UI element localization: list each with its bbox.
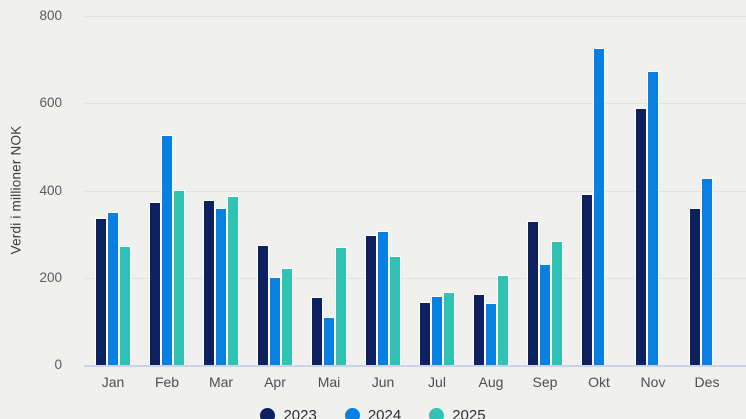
- bar-2023-okt: [581, 194, 593, 365]
- bar-group-apr: [248, 16, 302, 365]
- bar-2023-mar: [203, 200, 215, 365]
- bar-2024-jan: [107, 212, 119, 365]
- bar-2025-jun: [389, 255, 401, 365]
- x-tick-label-feb: Feb: [154, 374, 180, 390]
- legend-label-2025: 2025: [452, 407, 486, 419]
- bar-2023-aug: [473, 293, 485, 365]
- x-axis-line: [84, 365, 746, 367]
- gridline-200: [84, 277, 746, 279]
- bar-2023-apr: [257, 245, 269, 365]
- bar-group-jul: [410, 16, 464, 365]
- bar-2024-mar: [215, 207, 227, 365]
- legend-item-2025[interactable]: 2025: [429, 406, 486, 419]
- y-tick-label-600: 600: [39, 95, 62, 111]
- x-tick-label-jul: Jul: [428, 374, 446, 390]
- bar-2024-des: [701, 178, 713, 365]
- legend-dot-2023: [260, 408, 276, 419]
- legend: 2023 2024 2025: [0, 406, 746, 419]
- bar-2024-jun: [377, 230, 389, 365]
- x-tick-label-jun: Jun: [371, 374, 395, 390]
- gridline-800: [84, 16, 746, 17]
- legend-dot-2024: [344, 408, 360, 419]
- bar-2024-sep: [539, 263, 551, 365]
- y-tick-label-200: 200: [39, 269, 62, 285]
- y-tick-label-0: 0: [54, 357, 62, 372]
- bar-2023-jul: [419, 302, 431, 365]
- bar-2024-aug: [485, 303, 497, 365]
- bar-2023-des: [689, 208, 701, 365]
- bar-2024-jul: [431, 295, 443, 365]
- bar-2025-feb: [173, 189, 185, 365]
- x-tick-label-aug: Aug: [478, 374, 504, 390]
- bar-group-feb: [140, 16, 194, 365]
- bar-2025-aug: [497, 274, 509, 365]
- y-tick-label-800: 800: [39, 8, 62, 23]
- bars-area: [86, 16, 734, 365]
- bar-2025-apr: [281, 268, 293, 365]
- bar-2023-jan: [95, 217, 107, 365]
- bar-2025-mar: [227, 196, 239, 365]
- legend-item-2024[interactable]: 2024: [344, 406, 402, 419]
- x-axis-labels: Jan Feb Mar Apr Mai Jun Jul Aug Sep Okt Nov Des: [86, 374, 734, 390]
- bar-group-aug: [464, 16, 518, 365]
- bar-2025-sep: [551, 240, 563, 365]
- y-tick-label-400: 400: [39, 182, 62, 198]
- bar-group-des: [680, 16, 734, 365]
- x-tick-label-apr: Apr: [264, 374, 286, 390]
- x-tick-label-mar: Mar: [208, 374, 234, 390]
- bar-group-mai: [302, 16, 356, 365]
- bar-2023-mai: [311, 296, 323, 365]
- bar-group-jan: [86, 16, 140, 365]
- x-tick-label-jan: Jan: [101, 374, 125, 390]
- bar-group-sep: [518, 16, 572, 365]
- x-tick-label-des: Des: [694, 374, 720, 390]
- bar-group-nov: [626, 16, 680, 365]
- bar-2024-feb: [161, 135, 173, 365]
- bar-2023-jun: [365, 235, 377, 365]
- x-tick-label-mai: Mai: [317, 374, 341, 390]
- bar-2024-okt: [593, 48, 605, 365]
- x-tick-label-sep: Sep: [532, 374, 558, 390]
- bar-2025-mai: [335, 246, 347, 365]
- bar-group-mar: [194, 16, 248, 365]
- bar-2023-nov: [635, 108, 647, 365]
- bar-2024-mai: [323, 317, 335, 365]
- legend-label-2023: 2023: [283, 407, 317, 419]
- legend-dot-2025: [429, 408, 445, 419]
- bar-2024-nov: [647, 71, 659, 365]
- x-tick-label-nov: Nov: [640, 374, 666, 390]
- gridline-600: [84, 103, 746, 105]
- x-tick-label-okt: Okt: [588, 374, 610, 390]
- bar-2024-apr: [269, 276, 281, 365]
- legend-item-2023[interactable]: 2023: [260, 406, 317, 419]
- bar-2025-jan: [119, 246, 131, 365]
- bar-group-okt: [572, 16, 626, 365]
- bar-2023-sep: [527, 221, 539, 365]
- legend-label-2024: 2024: [367, 407, 402, 419]
- gridline-400: [84, 190, 746, 192]
- bar-group-jun: [356, 16, 410, 365]
- bar-2023-feb: [149, 202, 161, 365]
- bar-2025-jul: [443, 292, 455, 365]
